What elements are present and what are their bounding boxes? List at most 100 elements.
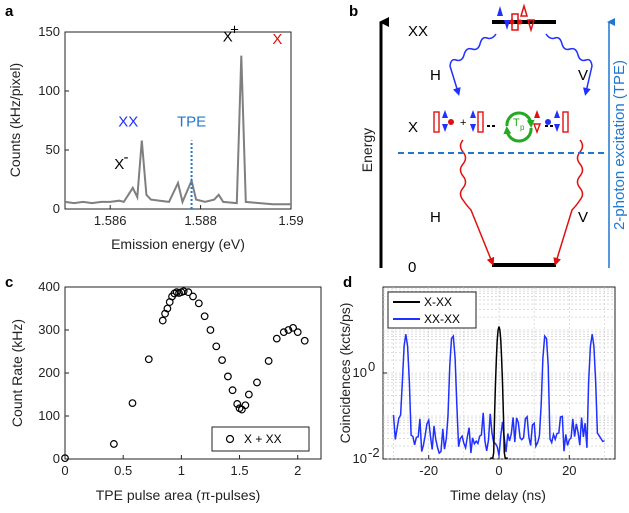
panel-c-data-point bbox=[224, 372, 232, 381]
photon-arrow-xx-h bbox=[449, 33, 497, 96]
panel-a-plot-frame bbox=[64, 31, 292, 210]
tpe-side-label: 2-photon excitation (TPE) bbox=[611, 60, 628, 230]
panel-letter-c: c bbox=[5, 274, 13, 291]
panel-c-data-point bbox=[200, 312, 209, 321]
panel-d-xtick-label: -20 bbox=[419, 463, 438, 478]
panel-letter-d: d bbox=[343, 274, 352, 291]
panel-a-xtick-label: 1.59 bbox=[278, 213, 303, 228]
panel-c-data-point bbox=[194, 299, 203, 308]
panel-a-annotation: + bbox=[230, 21, 239, 38]
svg-text:+: + bbox=[460, 117, 466, 129]
x-state-right-spins bbox=[532, 110, 569, 134]
tp-label: T bbox=[513, 117, 520, 129]
photon-label-v-top: V bbox=[578, 67, 588, 84]
panel-c-data-point bbox=[109, 440, 118, 448]
panel-a-annotation: X bbox=[223, 28, 233, 45]
panel-c-data-point bbox=[264, 357, 273, 365]
photon-label-v-bottom: V bbox=[578, 209, 588, 226]
panel-c-data-point bbox=[244, 390, 253, 399]
level-label-x: X bbox=[408, 119, 418, 136]
panel-c-data-point bbox=[233, 400, 242, 408]
panel-a-annotation: TPE bbox=[177, 113, 206, 130]
panel-c-xtick-label: 1.5 bbox=[231, 463, 249, 478]
panel-letter-b: b bbox=[349, 3, 358, 20]
photon-label-h-bottom: H bbox=[430, 209, 441, 226]
panel-d-ytick-exponent: -2 bbox=[368, 445, 380, 460]
x-state-left-spins: + bbox=[433, 110, 484, 133]
panel-d-legend-label-x-xx: X-XX bbox=[424, 295, 452, 309]
panel-c-legend-label: X + XX bbox=[244, 432, 282, 446]
photon-arrow-x-h bbox=[459, 139, 495, 266]
panel-c-data-point bbox=[144, 355, 153, 364]
panel-c-ytick-label: 400 bbox=[38, 279, 60, 294]
panel-a-ytick-label: 50 bbox=[46, 142, 60, 157]
photon-arrow-x-v bbox=[553, 139, 584, 266]
panel-c-ytick-label: 0 bbox=[53, 451, 60, 466]
tp-precession-icon: T p bbox=[503, 111, 535, 143]
xx-state-spins bbox=[497, 3, 536, 33]
panel-c-data-point bbox=[189, 292, 197, 301]
panel-c-ylabel: Count Rate (kHz) bbox=[9, 319, 25, 427]
panel-c-ytick-label: 200 bbox=[38, 365, 60, 380]
panel-c-xtick-label: 2 bbox=[294, 463, 301, 478]
panel-c-data-point bbox=[228, 386, 237, 395]
panel-a-ytick-label: 100 bbox=[38, 83, 60, 98]
panel-c-data-point bbox=[218, 356, 226, 365]
panel-a-annotation: - bbox=[124, 149, 129, 166]
panel-c-ytick-label: 300 bbox=[38, 322, 60, 337]
level-label-0: 0 bbox=[408, 259, 416, 276]
panel-a-xtick-label: 1.588 bbox=[184, 213, 217, 228]
panel-c-data-point bbox=[241, 401, 250, 410]
panel-c-xtick-label: 1 bbox=[178, 463, 185, 478]
panel-c-data-point bbox=[184, 288, 193, 297]
panel-c-data-point bbox=[253, 378, 261, 387]
panel-c-xlabel: TPE pulse area (π-pulses) bbox=[96, 487, 261, 503]
panel-d-ylabel: Coincidences (kcts/ps) bbox=[337, 303, 353, 444]
panel-d-ytick-label: 10 bbox=[353, 365, 367, 380]
panel-d-legend-label-xx-xx: XX-XX bbox=[424, 312, 460, 326]
panel-c-data-point bbox=[272, 334, 281, 343]
panel-c-xtick-label: 0.5 bbox=[114, 463, 132, 478]
panel-a-annotation: X bbox=[114, 156, 124, 173]
panel-c-scatter: 0 100 200 300 400 0 0.5 1 1.5 2 TPE pulse area (π… bbox=[9, 279, 322, 503]
panel-c-data-point bbox=[293, 328, 302, 337]
panel-c-legend-marker bbox=[225, 434, 235, 444]
panel-d-xtick-label: 20 bbox=[562, 463, 576, 478]
panel-c-legend-box bbox=[211, 426, 310, 452]
panel-c-legend: X + XX bbox=[211, 426, 310, 452]
panel-b-energy-diagram: Energy XX X 0 + bbox=[359, 3, 628, 276]
panel-c-data-point bbox=[289, 323, 297, 332]
panel-c-data-point bbox=[128, 399, 137, 408]
panel-c-data-point bbox=[179, 287, 188, 296]
panel-d-series-xx-xx bbox=[392, 334, 605, 456]
panel-c-data-point bbox=[163, 304, 172, 313]
panel-c-xtick-label: 0 bbox=[61, 463, 68, 478]
photon-label-h-top: H bbox=[430, 67, 441, 84]
panel-d-legend-box bbox=[387, 291, 477, 329]
photon-arrow-xx-v bbox=[545, 33, 593, 96]
panel-c-data-point bbox=[212, 342, 221, 351]
panel-a-spectrum-line bbox=[64, 55, 291, 206]
panel-a-ytick-label: 0 bbox=[53, 201, 60, 216]
panel-d-coincidences: 10 -210 0-20 0 20 Time delay (ns) Coincidenc… bbox=[337, 286, 616, 503]
panel-c-data-point bbox=[158, 316, 167, 325]
panel-a-annotation: XX bbox=[118, 113, 138, 130]
panel-d-xtick-label: 0 bbox=[495, 463, 502, 478]
panel-a-xlabel: Emission energy (eV) bbox=[111, 236, 245, 252]
panel-c-data-point bbox=[61, 454, 69, 463]
panel-d-xlabel: Time delay (ns) bbox=[450, 487, 546, 503]
level-label-xx: XX bbox=[408, 23, 428, 40]
panel-letter-a: a bbox=[5, 3, 14, 20]
panel-c-data-point bbox=[284, 326, 293, 334]
energy-axis-label: Energy bbox=[359, 128, 375, 172]
panel-d-ytick-exponent: 0 bbox=[368, 359, 375, 374]
panel-d-ytick-label: 10 bbox=[353, 451, 367, 466]
panel-c-data-point bbox=[206, 326, 215, 334]
panel-a-ylabel: Counts (kHz/pixel) bbox=[7, 63, 23, 177]
panel-c-data-point bbox=[300, 336, 309, 345]
panel-c-ytick-label: 100 bbox=[38, 408, 60, 423]
panel-c-data-point bbox=[237, 405, 246, 414]
panel-a-xtick-label: 1.586 bbox=[94, 213, 127, 228]
